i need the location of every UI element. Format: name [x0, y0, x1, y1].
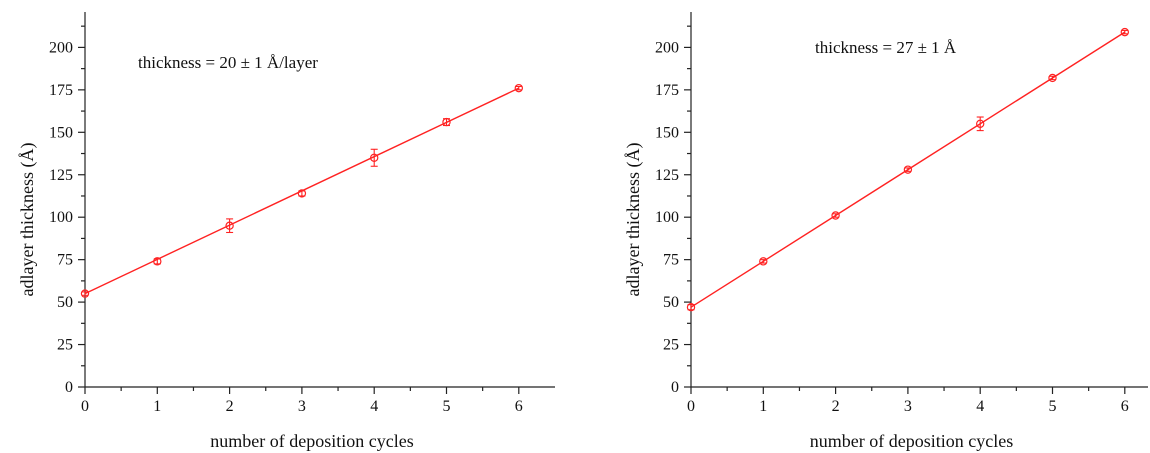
data-point — [759, 257, 768, 266]
y-tick-label: 200 — [49, 39, 73, 56]
x-tick-label: 5 — [443, 398, 451, 415]
y-tick-label: 150 — [49, 124, 73, 141]
y-tick-label: 50 — [57, 294, 73, 311]
data-point — [903, 165, 913, 174]
y-tick-label: 200 — [655, 39, 679, 56]
x-tick-label: 2 — [832, 398, 840, 415]
data-point — [686, 302, 696, 312]
y-tick-label: 25 — [57, 337, 73, 354]
x-axis-label: number of deposition cycles — [810, 431, 1013, 451]
y-tick-label: 125 — [49, 167, 73, 184]
y-tick-label: 100 — [49, 209, 73, 226]
data-point — [831, 211, 840, 220]
y-tick-label: 100 — [655, 209, 679, 226]
y-tick-label: 175 — [49, 82, 73, 99]
data-point — [370, 153, 379, 162]
axes-frame — [690, 12, 1148, 388]
fit-annotation: thickness = 20 ± 1 Å/layer — [138, 53, 318, 72]
x-tick-label: 3 — [298, 398, 306, 415]
x-axis-label: number of deposition cycles — [210, 431, 413, 451]
x-tick-label: 2 — [226, 398, 234, 415]
y-tick-label: 0 — [65, 379, 73, 396]
data-point — [1048, 73, 1057, 83]
y-tick-label: 25 — [663, 337, 679, 354]
y-tick-label: 75 — [57, 252, 73, 269]
x-tick-label: 0 — [81, 398, 89, 415]
y-tick-label: 150 — [655, 124, 679, 141]
y-tick-label: 0 — [671, 379, 679, 396]
y-axis-label: adlayer thickness (Å) — [623, 143, 644, 297]
data-point — [153, 257, 162, 266]
x-tick-label: 0 — [687, 398, 695, 415]
x-tick-label: 4 — [370, 398, 378, 415]
data-point — [514, 83, 524, 93]
data-point — [976, 119, 985, 129]
y-tick-label: 50 — [663, 294, 679, 311]
data-point — [297, 189, 307, 198]
y-tick-label: 125 — [655, 167, 679, 184]
data-point — [80, 289, 90, 298]
chart-panel-2: 0 25 50 75 100 125 150 175 200 0 1 2 3 4 5 6 number of d… — [623, 12, 1148, 451]
x-tick-label: 3 — [904, 398, 912, 415]
data-point — [442, 117, 451, 127]
x-tick-label: 1 — [759, 398, 767, 415]
x-tick-label: 6 — [1121, 398, 1129, 415]
data-point — [225, 221, 234, 230]
fit-annotation: thickness = 27 ± 1 Å — [815, 38, 957, 57]
y-axis-label: adlayer thickness (Å) — [17, 143, 38, 297]
chart-panel-1: 0 25 50 75 100 125 150 175 200 0 1 2 3 4 5 6 number of d… — [17, 12, 555, 451]
x-tick-label: 5 — [1049, 398, 1057, 415]
x-tick-label: 6 — [515, 398, 523, 415]
x-tick-label: 1 — [153, 398, 161, 415]
y-tick-label: 75 — [663, 252, 679, 269]
y-tick-label: 175 — [655, 82, 679, 99]
data-point — [1120, 27, 1130, 37]
x-tick-label: 4 — [976, 398, 984, 415]
